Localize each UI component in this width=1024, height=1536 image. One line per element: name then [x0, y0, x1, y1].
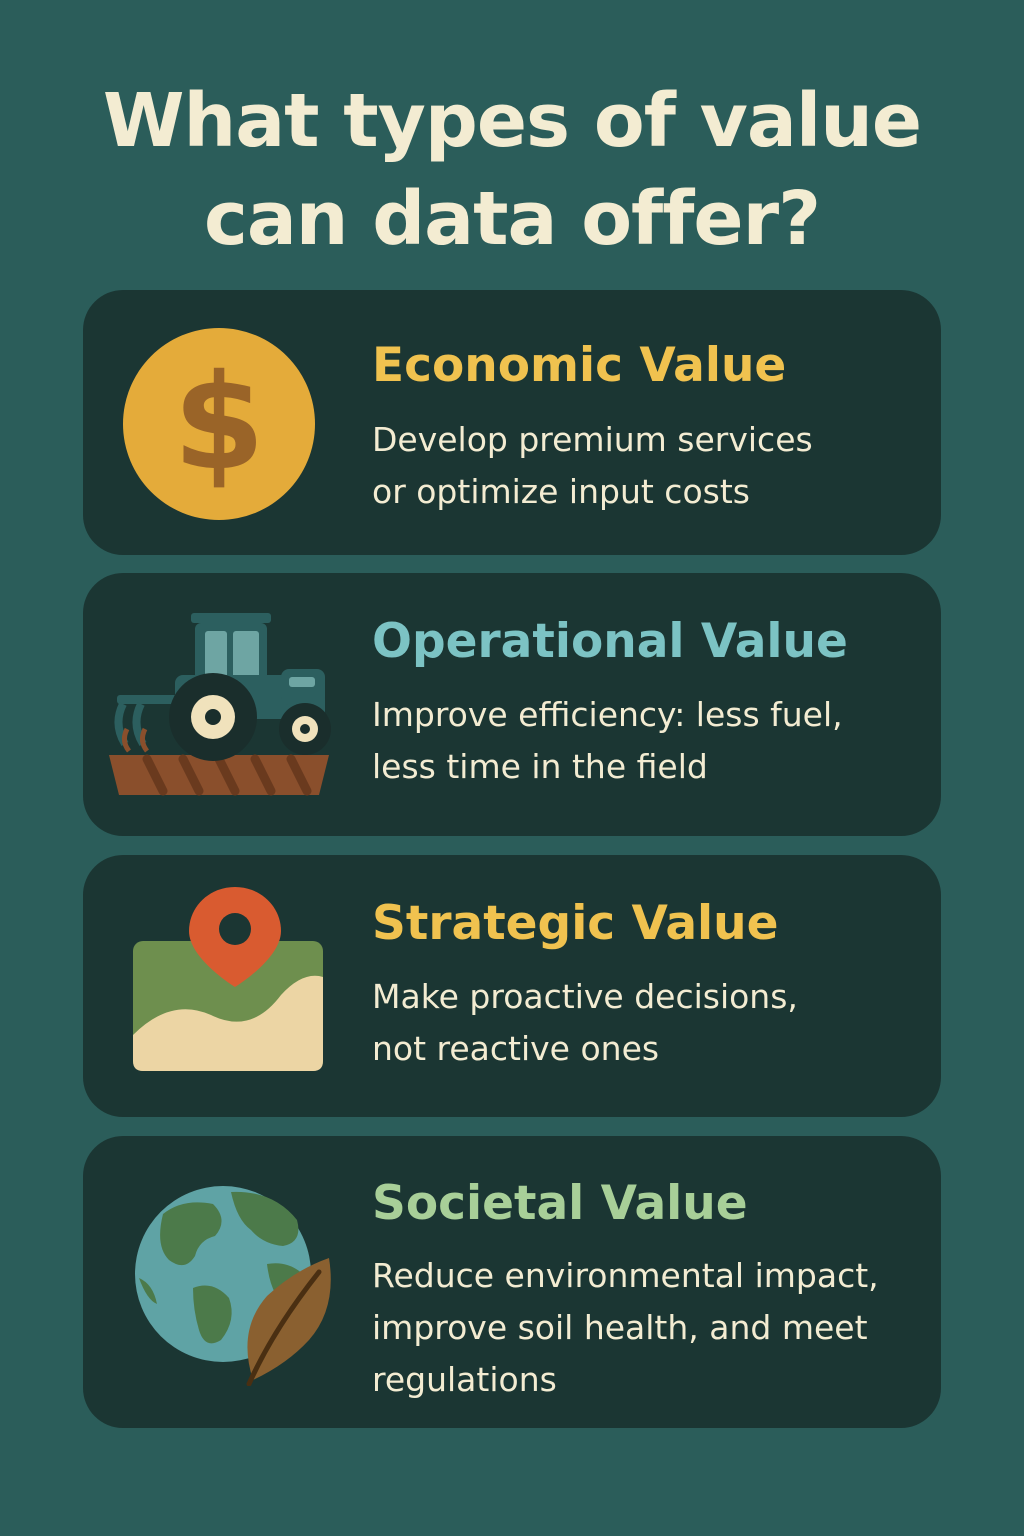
description-line: regulations — [372, 1360, 557, 1399]
economic-value-card: $ Economic Value Develop premium service… — [83, 290, 941, 555]
svg-text:$: $ — [173, 346, 265, 500]
description-line: not reactive ones — [372, 1029, 660, 1068]
page-title: What types of value can data offer? — [0, 72, 1024, 268]
card-description: Develop premium services or optimize inp… — [372, 414, 813, 518]
description-line: Make proactive decisions, — [372, 977, 798, 1016]
title-line-1: What types of value — [102, 78, 922, 164]
tractor-icon — [109, 613, 331, 796]
description-line: Improve efficiency: less fuel, — [372, 695, 843, 734]
card-description: Improve efficiency: less fuel, less time… — [372, 689, 843, 793]
title-line-2: can data offer? — [203, 176, 821, 262]
description-line: improve soil health, and meet — [372, 1308, 868, 1347]
description-line: or optimize input costs — [372, 472, 750, 511]
societal-value-card: Societal Value Reduce environmental impa… — [83, 1136, 941, 1428]
operational-value-card: Operational Value Improve efficiency: le… — [83, 573, 941, 836]
description-line: Reduce environmental impact, — [372, 1256, 879, 1295]
description-line: less time in the field — [372, 747, 708, 786]
strategic-value-card: Strategic Value Make proactive decisions… — [83, 855, 941, 1117]
card-description: Reduce environmental impact, improve soi… — [372, 1250, 879, 1406]
card-heading: Economic Value — [372, 338, 787, 393]
description-line: Develop premium services — [372, 420, 813, 459]
globe-leaf-icon — [135, 1186, 331, 1386]
card-heading: Operational Value — [372, 614, 848, 669]
card-heading: Strategic Value — [372, 896, 779, 951]
map-pin-icon — [133, 887, 323, 1071]
card-description: Make proactive decisions, not reactive o… — [372, 971, 798, 1075]
card-heading: Societal Value — [372, 1176, 748, 1231]
dollar-coin-icon: $ — [123, 328, 315, 520]
